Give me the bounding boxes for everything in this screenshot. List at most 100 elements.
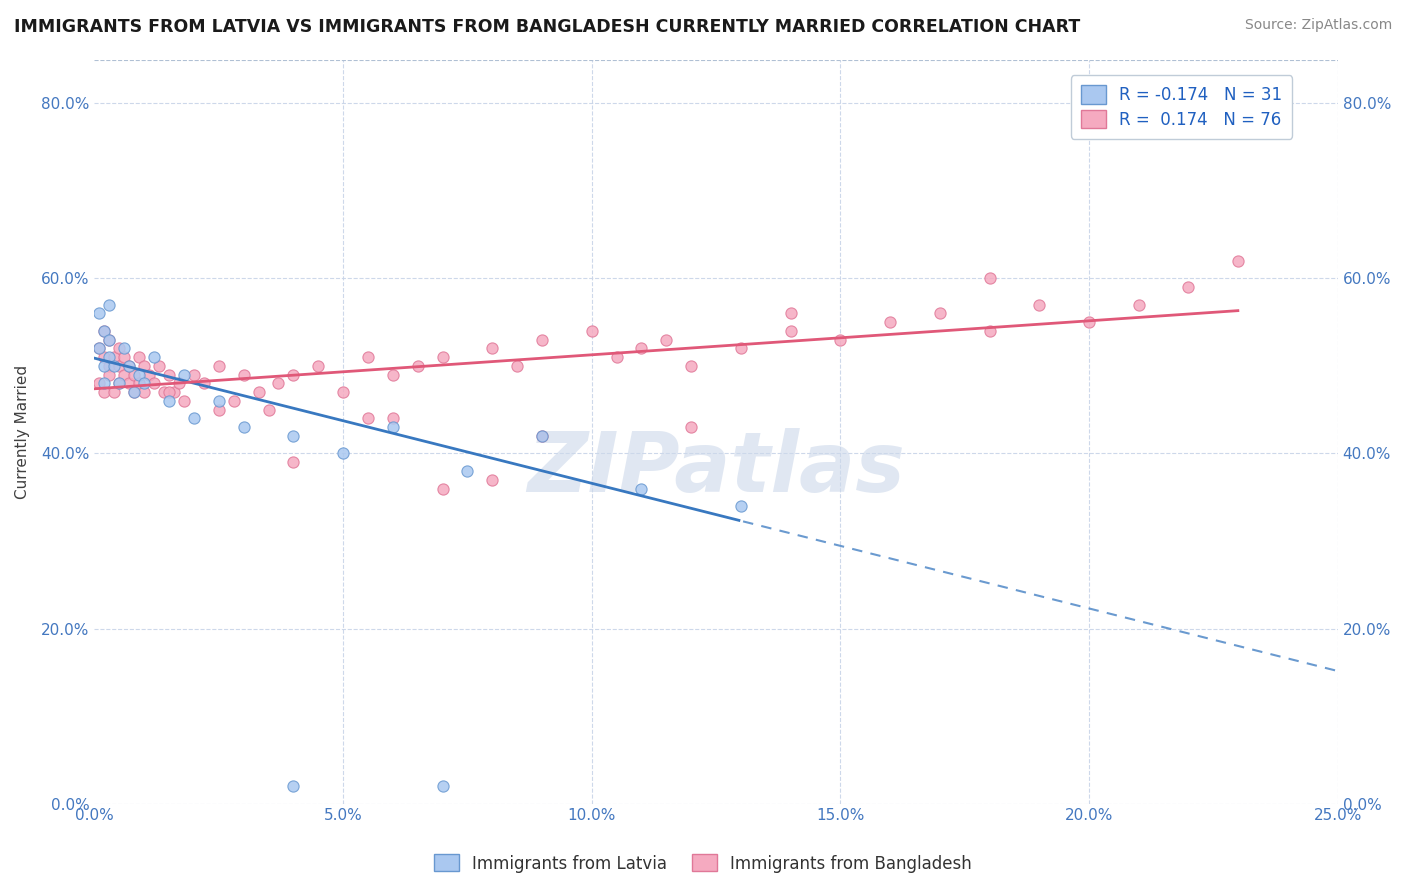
Point [283, 455, 305, 469]
Point [232, 420, 254, 434]
Point [232, 368, 254, 382]
Point [381, 368, 404, 382]
Point [481, 342, 503, 356]
Legend: Immigrants from Latvia, Immigrants from Bangladesh: Immigrants from Latvia, Immigrants from … [427, 847, 979, 880]
Point [173, 368, 195, 382]
Point [530, 429, 553, 443]
Point [630, 342, 652, 356]
Point [89, 342, 111, 356]
Point [357, 350, 380, 364]
Point [406, 359, 429, 373]
Point [112, 342, 135, 356]
Point [89, 342, 111, 356]
Point [138, 368, 160, 382]
Point [93, 359, 115, 373]
Point [530, 429, 553, 443]
Point [730, 342, 752, 356]
Point [481, 473, 503, 487]
Point [103, 385, 125, 400]
Point [183, 368, 205, 382]
Point [118, 376, 141, 391]
Point [979, 324, 1001, 338]
Point [381, 411, 404, 425]
Point [98, 359, 121, 373]
Point [332, 446, 354, 460]
Point [1028, 298, 1050, 312]
Point [98, 333, 121, 347]
Point [103, 359, 125, 373]
Point [332, 385, 354, 400]
Point [183, 411, 205, 425]
Point [143, 350, 166, 364]
Point [122, 385, 145, 400]
Point [118, 359, 141, 373]
Point [98, 333, 121, 347]
Point [779, 306, 801, 320]
Text: IMMIGRANTS FROM LATVIA VS IMMIGRANTS FROM BANGLADESH CURRENTLY MARRIED CORRELATI: IMMIGRANTS FROM LATVIA VS IMMIGRANTS FRO… [14, 18, 1080, 36]
Point [173, 394, 195, 409]
Point [98, 368, 121, 382]
Point [157, 394, 180, 409]
Point [103, 350, 125, 364]
Point [98, 298, 121, 312]
Point [93, 324, 115, 338]
Point [112, 350, 135, 364]
Point [222, 394, 245, 409]
Point [167, 376, 190, 391]
Point [257, 402, 280, 417]
Text: ZIPatlas: ZIPatlas [527, 428, 905, 509]
Point [134, 385, 156, 400]
Point [1078, 315, 1101, 329]
Point [128, 350, 150, 364]
Point [108, 342, 131, 356]
Point [1177, 280, 1199, 294]
Point [928, 306, 950, 320]
Point [108, 359, 131, 373]
Point [208, 394, 231, 409]
Point [630, 482, 652, 496]
Point [307, 359, 329, 373]
Legend: R = -0.174   N = 31, R =  0.174   N = 76: R = -0.174 N = 31, R = 0.174 N = 76 [1070, 75, 1292, 138]
Point [208, 402, 231, 417]
Point [730, 499, 752, 513]
Point [247, 385, 270, 400]
Point [108, 376, 131, 391]
Point [283, 429, 305, 443]
Point [93, 324, 115, 338]
Point [267, 376, 290, 391]
Point [163, 385, 186, 400]
Point [157, 385, 180, 400]
Point [681, 359, 703, 373]
Point [193, 376, 215, 391]
Point [432, 350, 454, 364]
Point [1128, 298, 1150, 312]
Point [128, 368, 150, 382]
Point [118, 359, 141, 373]
Point [98, 350, 121, 364]
Point [432, 482, 454, 496]
Point [681, 420, 703, 434]
Point [89, 306, 111, 320]
Point [506, 359, 529, 373]
Point [432, 779, 454, 793]
Point [581, 324, 603, 338]
Point [153, 385, 176, 400]
Point [134, 359, 156, 373]
Y-axis label: Currently Married: Currently Married [15, 365, 30, 499]
Point [157, 368, 180, 382]
Point [108, 376, 131, 391]
Point [283, 779, 305, 793]
Point [122, 368, 145, 382]
Point [606, 350, 628, 364]
Text: Source: ZipAtlas.com: Source: ZipAtlas.com [1244, 18, 1392, 32]
Point [128, 376, 150, 391]
Point [1227, 254, 1250, 268]
Point [456, 464, 478, 478]
Point [530, 333, 553, 347]
Point [655, 333, 678, 347]
Point [879, 315, 901, 329]
Point [779, 324, 801, 338]
Point [134, 376, 156, 391]
Point [122, 385, 145, 400]
Point [381, 420, 404, 434]
